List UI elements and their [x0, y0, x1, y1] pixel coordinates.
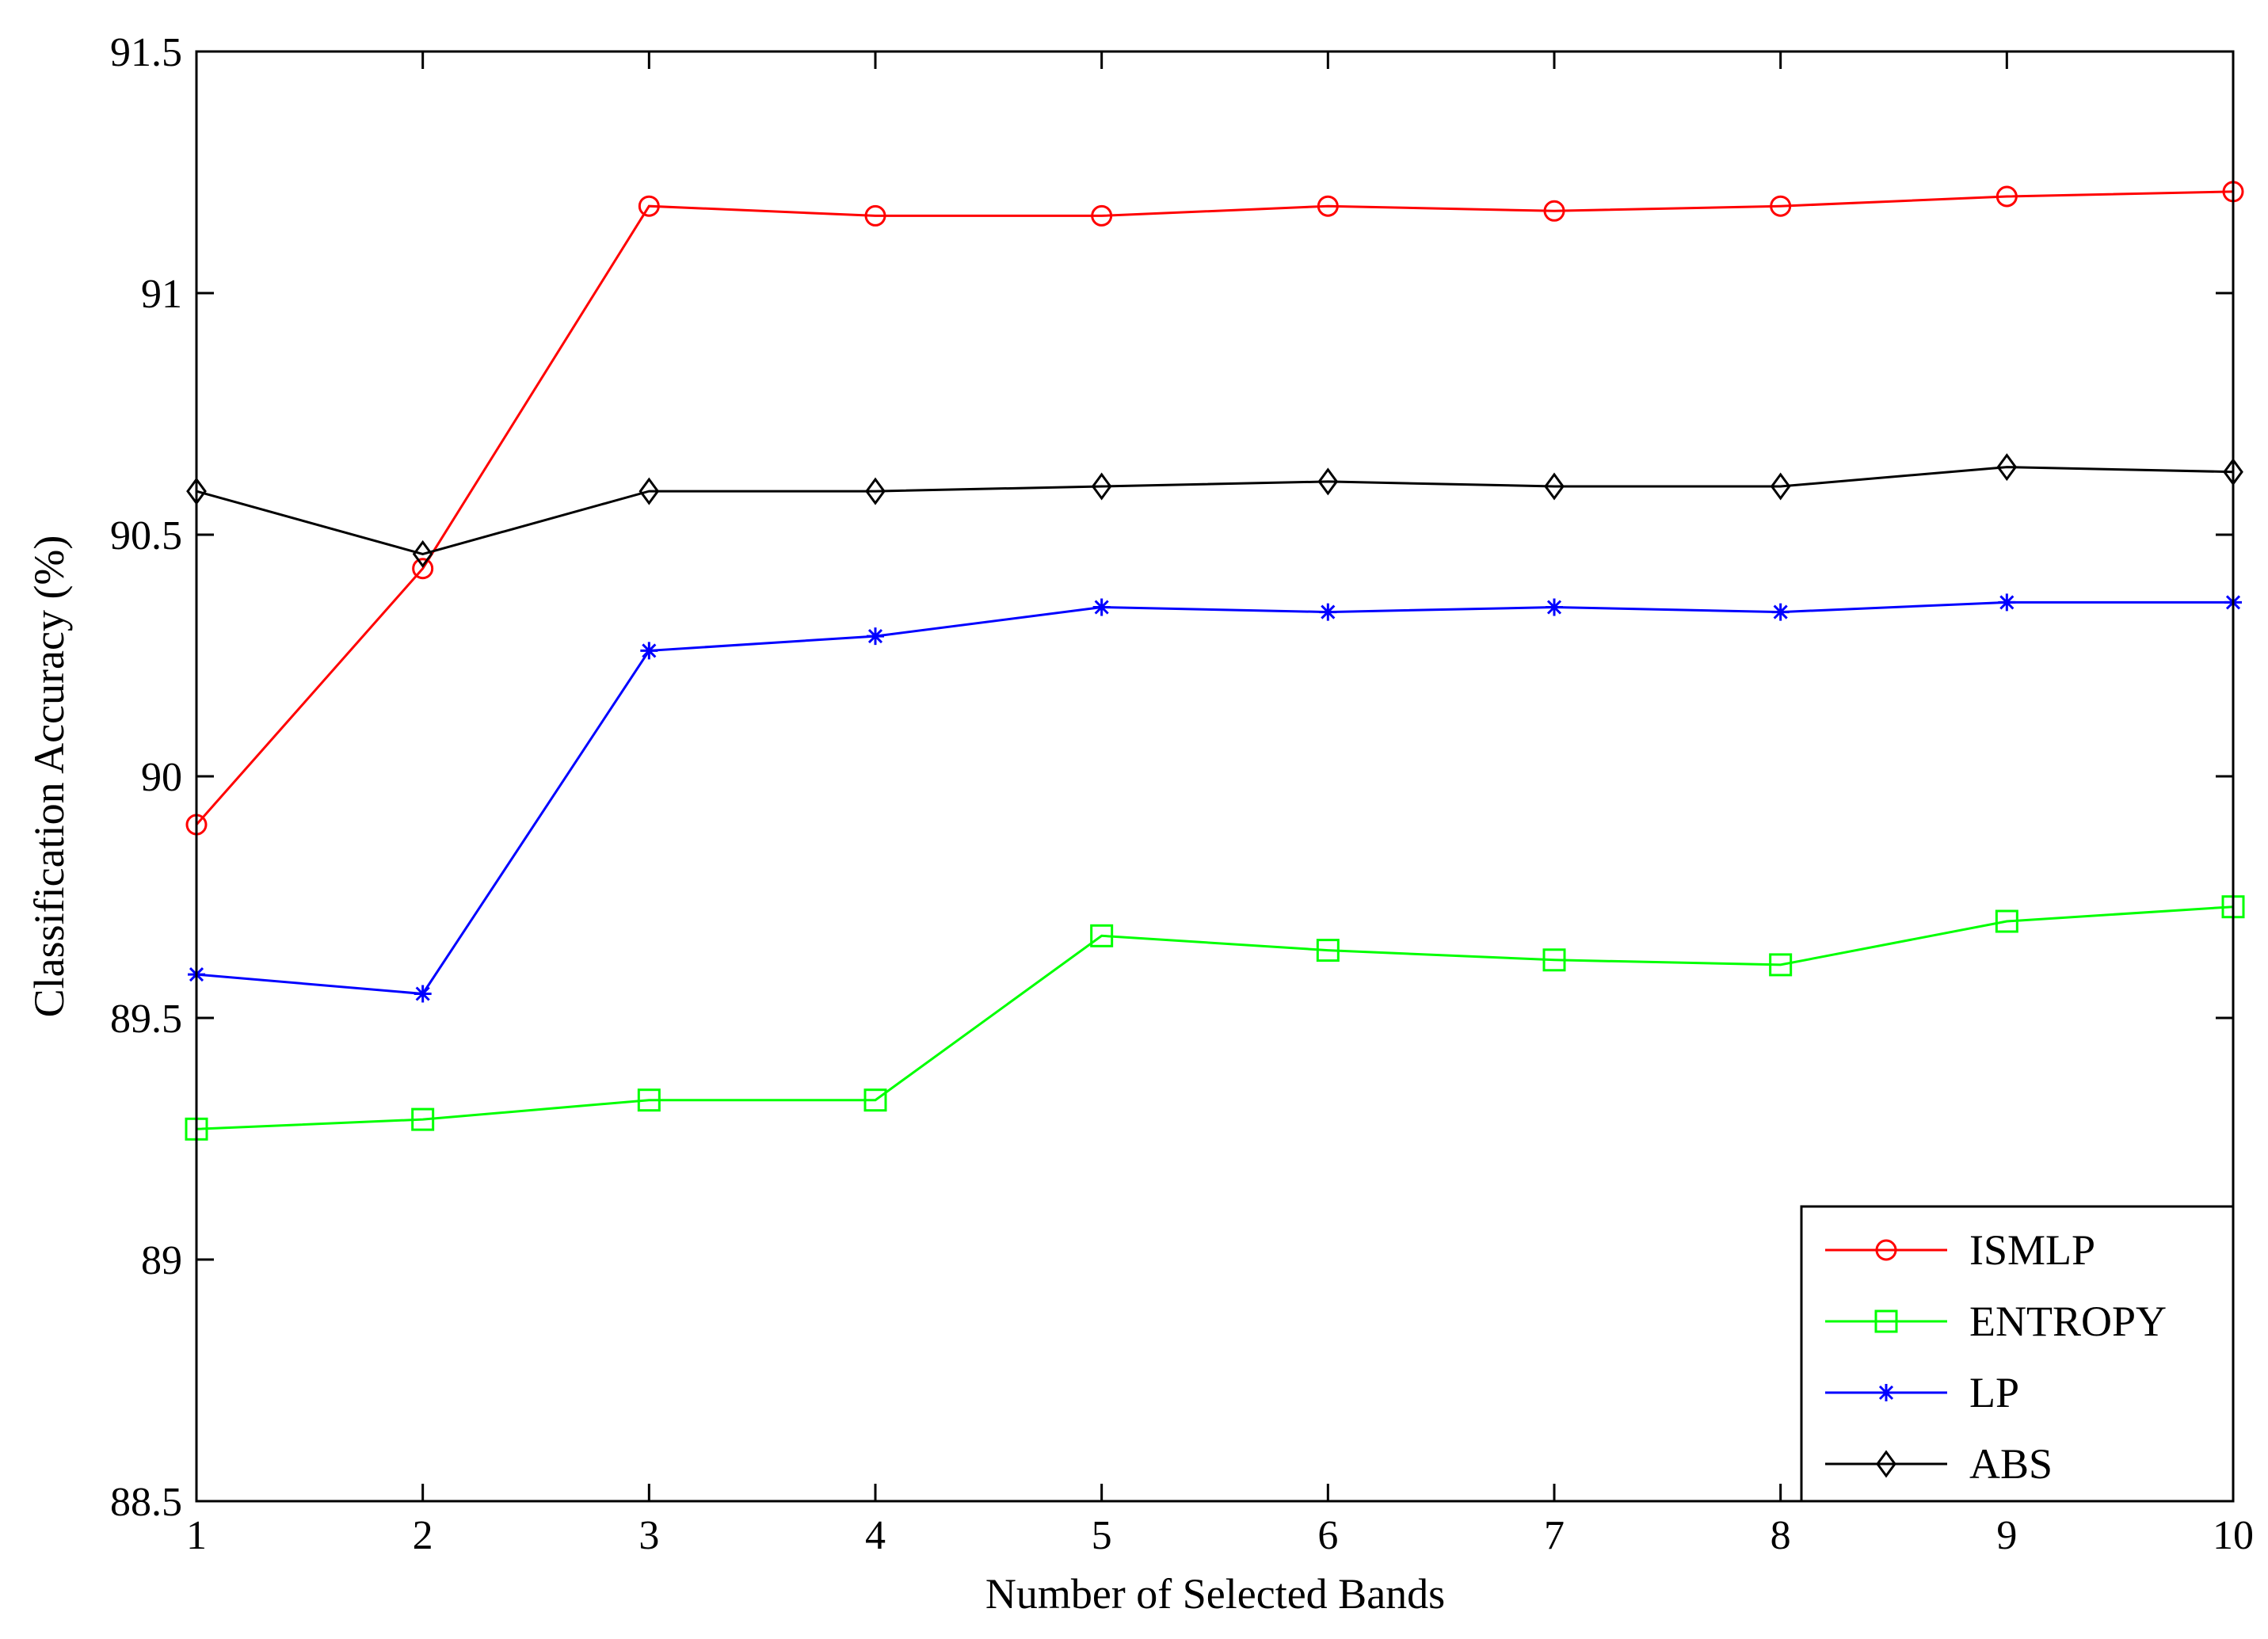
data-point-ismlp — [1317, 195, 1339, 217]
legend-marker-ismlp — [1875, 1239, 1897, 1261]
x-tick-label: 5 — [1092, 1513, 1112, 1558]
y-tick-label: 89.5 — [110, 997, 182, 1042]
data-point-entropy — [1542, 948, 1566, 972]
data-point-abs — [412, 539, 433, 568]
y-tick-label: 91.5 — [110, 30, 182, 75]
series-entropy — [185, 895, 2245, 1141]
data-point-ismlp — [1770, 195, 1792, 217]
data-point-entropy — [1090, 924, 1114, 947]
x-tick-label: 1 — [186, 1513, 207, 1558]
y-axis-label: Classification Accuracy (%) — [25, 536, 73, 1018]
legend-item-abs: ABS — [1825, 1440, 2053, 1488]
series-line-entropy — [196, 905, 2234, 1130]
data-point-abs — [865, 477, 886, 505]
data-point-lp — [867, 627, 884, 646]
y-tick-label: 88.5 — [110, 1480, 182, 1525]
data-point-ismlp — [412, 558, 434, 580]
data-point-lp — [1771, 603, 1790, 621]
x-tick-label: 10 — [2213, 1513, 2254, 1558]
data-point-lp — [1092, 598, 1111, 616]
x-tick-label: 7 — [1544, 1513, 1565, 1558]
series-line-abs — [196, 466, 2234, 555]
legend-label-abs: ABS — [1969, 1440, 2053, 1488]
x-tick-label: 3 — [638, 1513, 659, 1558]
data-point-abs — [1091, 472, 1112, 501]
data-point-abs — [1996, 453, 2018, 482]
data-point-entropy — [1769, 953, 1793, 977]
y-tick-label: 90.5 — [110, 513, 182, 558]
data-point-lp — [1998, 593, 2016, 612]
data-point-ismlp — [638, 195, 660, 217]
legend-marker-lp — [1877, 1384, 1895, 1401]
data-point-entropy — [1316, 939, 1340, 962]
data-point-abs — [638, 477, 660, 505]
data-point-abs — [1770, 472, 1791, 501]
x-tick-label: 6 — [1317, 1513, 1338, 1558]
data-point-ismlp — [1543, 200, 1565, 222]
legend-marker-abs — [1876, 1450, 1896, 1478]
legend-box — [1800, 1205, 2235, 1503]
legend-marker-entropy — [1874, 1309, 1898, 1333]
legend-label-lp: LP — [1969, 1369, 2019, 1416]
data-point-entropy — [637, 1088, 661, 1112]
data-point-ismlp — [864, 204, 886, 227]
data-point-ismlp — [1091, 204, 1113, 227]
legend-item-ismlp: ISMLP — [1825, 1226, 2095, 1274]
x-tick-label: 9 — [1996, 1513, 2017, 1558]
legend-item-entropy: ENTROPY — [1825, 1298, 2167, 1345]
x-tick-label: 4 — [865, 1513, 886, 1558]
legend-label-entropy: ENTROPY — [1969, 1298, 2167, 1345]
y-tick-label: 89 — [141, 1238, 182, 1283]
y-tick-label: 90 — [141, 755, 182, 800]
x-axis-label: Number of Selected Bands — [985, 1570, 1445, 1618]
data-point-entropy — [1995, 909, 2018, 933]
data-point-lp — [414, 985, 432, 1003]
data-point-lp — [1546, 598, 1563, 616]
plot-series-layer — [185, 181, 2245, 1141]
legend: ISMLP ENTROPY LP ABS — [1800, 1205, 2235, 1503]
data-point-abs — [1544, 472, 1565, 501]
legend-label-ismlp: ISMLP — [1969, 1226, 2095, 1274]
x-tick-label: 2 — [413, 1513, 433, 1558]
data-point-entropy — [863, 1088, 887, 1112]
data-point-lp — [1319, 603, 1337, 621]
x-tick-label: 8 — [1771, 1513, 1791, 1558]
legend-item-lp: LP — [1825, 1369, 2019, 1416]
series-line-lp — [196, 600, 2233, 996]
series-line-ismlp — [195, 190, 2234, 825]
data-point-ismlp — [1995, 185, 2018, 208]
data-point-abs — [1317, 467, 1339, 496]
data-point-entropy — [411, 1107, 435, 1131]
data-point-lp — [640, 642, 658, 660]
legend-items: ISMLP ENTROPY LP ABS — [1825, 1226, 2167, 1488]
y-tick-label: 91 — [141, 272, 182, 317]
